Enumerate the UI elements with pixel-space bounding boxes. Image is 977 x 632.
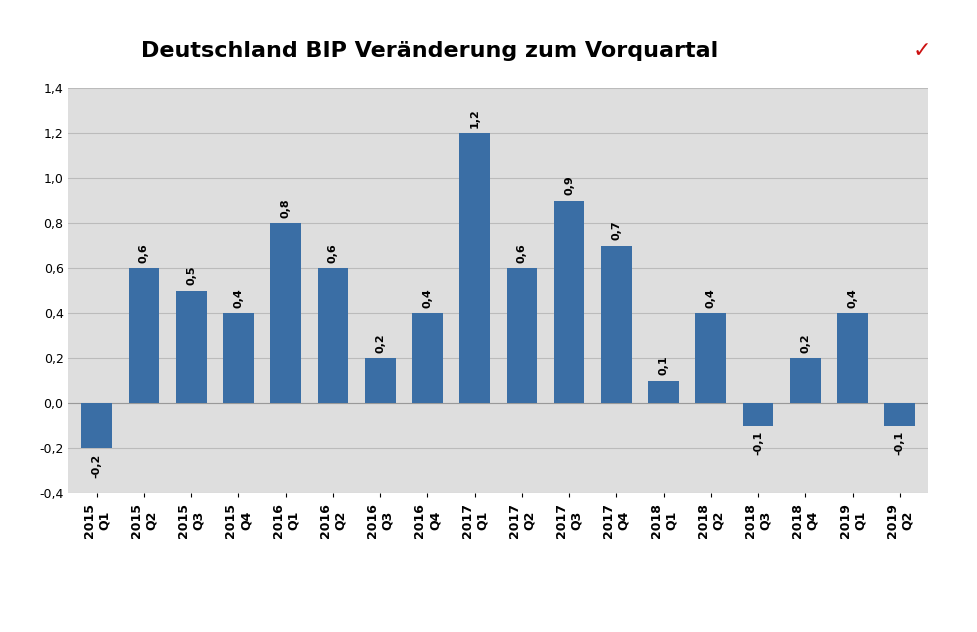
- Text: 0,9: 0,9: [564, 176, 574, 195]
- Text: 0,8: 0,8: [280, 198, 291, 217]
- Text: ✓: ✓: [913, 41, 932, 61]
- Text: -0,1: -0,1: [753, 431, 763, 456]
- Text: 0,6: 0,6: [328, 243, 338, 263]
- Bar: [884, 403, 915, 425]
- Text: 0,4: 0,4: [422, 288, 433, 308]
- Bar: [223, 313, 254, 403]
- Bar: [506, 268, 537, 403]
- Text: 0,5: 0,5: [187, 265, 196, 285]
- Bar: [271, 223, 301, 403]
- Bar: [364, 358, 396, 403]
- Text: -0,2: -0,2: [92, 454, 102, 478]
- Bar: [129, 268, 159, 403]
- Text: Deutschland BIP Veränderung zum Vorquartal: Deutschland BIP Veränderung zum Vorquart…: [142, 40, 718, 61]
- Text: 0,6: 0,6: [517, 243, 527, 263]
- Bar: [81, 403, 112, 448]
- Bar: [412, 313, 443, 403]
- Bar: [554, 201, 584, 403]
- Circle shape: [856, 23, 977, 74]
- Text: 0,1: 0,1: [658, 355, 668, 375]
- Text: 0,4: 0,4: [705, 288, 716, 308]
- Bar: [696, 313, 726, 403]
- Text: unabhängig • strategisch • treffsicher: unabhängig • strategisch • treffsicher: [756, 70, 904, 78]
- Bar: [176, 291, 206, 403]
- Bar: [743, 403, 774, 425]
- Text: 0,2: 0,2: [800, 333, 810, 353]
- Text: 0,4: 0,4: [848, 288, 858, 308]
- Text: 0,2: 0,2: [375, 333, 385, 353]
- Text: 0,4: 0,4: [234, 288, 243, 308]
- Text: 0,6: 0,6: [139, 243, 149, 263]
- Bar: [790, 358, 821, 403]
- Bar: [601, 246, 632, 403]
- Bar: [837, 313, 868, 403]
- Text: 1,2: 1,2: [470, 108, 480, 128]
- Bar: [318, 268, 348, 403]
- Bar: [649, 380, 679, 403]
- Bar: [459, 133, 490, 403]
- Text: stockstreet.de: stockstreet.de: [741, 30, 893, 49]
- Text: 0,7: 0,7: [612, 221, 621, 240]
- Text: -0,1: -0,1: [895, 431, 905, 456]
